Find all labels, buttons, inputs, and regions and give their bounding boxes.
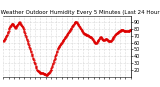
Title: Milwaukee Weather Outdoor Humidity Every 5 Minutes (Last 24 Hours): Milwaukee Weather Outdoor Humidity Every… (0, 10, 160, 15)
